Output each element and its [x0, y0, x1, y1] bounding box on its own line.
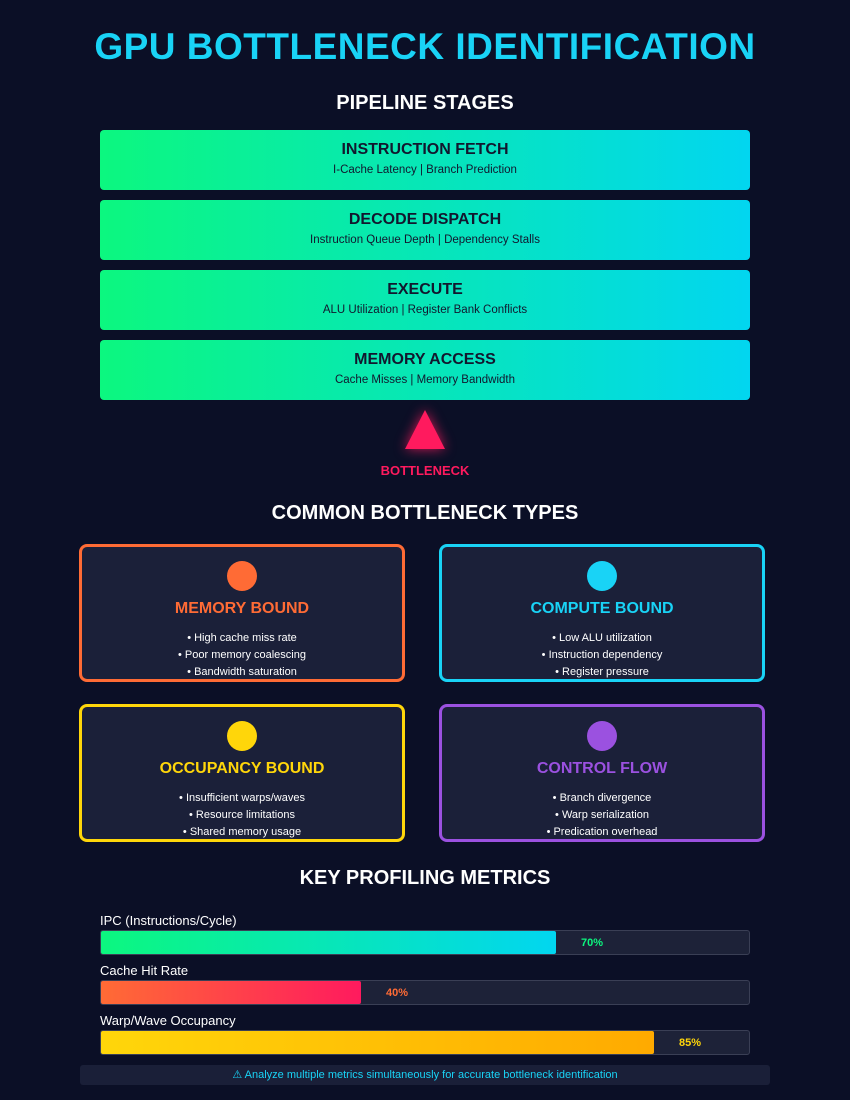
metric-bar-ipc: 70% — [100, 930, 750, 955]
types-heading: COMMON BOTTLENECK TYPES — [271, 502, 579, 524]
metric-value: 85% — [679, 1037, 702, 1049]
list-item: • Instruction dependency — [541, 649, 663, 661]
stage-detail: I-Cache Latency | Branch Prediction — [333, 164, 517, 176]
control-flow-dot-icon — [587, 721, 617, 751]
stage-execute: EXECUTE ALU Utilization | Register Bank … — [100, 270, 750, 330]
stage-name: MEMORY ACCESS — [354, 351, 496, 368]
occupancy-bound-dot-icon — [227, 721, 257, 751]
list-item: • Register pressure — [555, 666, 649, 678]
list-item: • Bandwidth saturation — [187, 666, 297, 678]
metric-bar-fill — [101, 981, 361, 1004]
metric-label-ipc: IPC (Instructions/Cycle) — [100, 913, 237, 928]
card-list: • High cache miss rate • Poor memory coa… — [82, 630, 402, 681]
list-item: • Resource limitations — [189, 809, 295, 821]
card-list: • Branch divergence • Warp serialization… — [442, 790, 762, 841]
card-title: OCCUPANCY BOUND — [159, 760, 325, 777]
metrics-heading: KEY PROFILING METRICS — [299, 867, 551, 889]
stage-name: INSTRUCTION FETCH — [341, 141, 509, 158]
metric-bar-fill — [101, 1031, 654, 1054]
metric-bar-occupancy: 85% — [100, 1030, 750, 1055]
metric-bar-cache-hit: 40% — [100, 980, 750, 1005]
stage-detail: Cache Misses | Memory Bandwidth — [334, 374, 516, 386]
metric-bar-fill — [101, 931, 556, 954]
list-item: • Insufficient warps/waves — [179, 792, 305, 804]
stage-memory-access: MEMORY ACCESS Cache Misses | Memory Band… — [100, 340, 750, 400]
card-list: • Low ALU utilization • Instruction depe… — [442, 630, 762, 681]
list-item: • Shared memory usage — [182, 826, 302, 838]
bottleneck-arrow-icon — [405, 410, 445, 449]
card-title: CONTROL FLOW — [536, 760, 668, 777]
card-list: • Insufficient warps/waves • Resource li… — [82, 790, 402, 841]
memory-bound-dot-icon — [227, 561, 257, 591]
stage-detail: Instruction Queue Depth | Dependency Sta… — [310, 234, 540, 246]
card-title: COMPUTE BOUND — [530, 600, 674, 617]
metric-value: 40% — [386, 987, 409, 999]
card-occupancy-bound: OCCUPANCY BOUND • Insufficient warps/wav… — [79, 704, 405, 842]
stage-detail: ALU Utilization | Register Bank Conflict… — [322, 304, 528, 316]
list-item: • Predication overhead — [546, 826, 658, 838]
footer-note: ⚠ Analyze multiple metrics simultaneousl… — [80, 1065, 770, 1085]
card-title: MEMORY BOUND — [174, 600, 310, 617]
stage-name: EXECUTE — [387, 281, 463, 298]
metric-value: 70% — [581, 937, 604, 949]
card-memory-bound: MEMORY BOUND • High cache miss rate • Po… — [79, 544, 405, 682]
stage-decode-dispatch: DECODE DISPATCH Instruction Queue Depth … — [100, 200, 750, 260]
metric-label-occupancy: Warp/Wave Occupancy — [100, 1013, 236, 1028]
pipeline-heading: PIPELINE STAGES — [336, 92, 514, 114]
card-compute-bound: COMPUTE BOUND • Low ALU utilization • In… — [439, 544, 765, 682]
page-title: GPU BOTTLENECK IDENTIFICATION — [94, 26, 756, 67]
list-item: • Poor memory coalescing — [178, 649, 306, 661]
list-item: • Branch divergence — [552, 792, 652, 804]
metric-label-cache-hit: Cache Hit Rate — [100, 963, 189, 978]
compute-bound-dot-icon — [587, 561, 617, 591]
list-item: • Low ALU utilization — [552, 632, 652, 644]
stage-instruction-fetch: INSTRUCTION FETCH I-Cache Latency | Bran… — [100, 130, 750, 190]
bottleneck-label: BOTTLENECK — [380, 463, 470, 478]
stage-name: DECODE DISPATCH — [348, 211, 502, 228]
card-control-flow: CONTROL FLOW • Branch divergence • Warp … — [439, 704, 765, 842]
list-item: • High cache miss rate — [187, 632, 297, 644]
list-item: • Warp serialization — [555, 809, 649, 821]
